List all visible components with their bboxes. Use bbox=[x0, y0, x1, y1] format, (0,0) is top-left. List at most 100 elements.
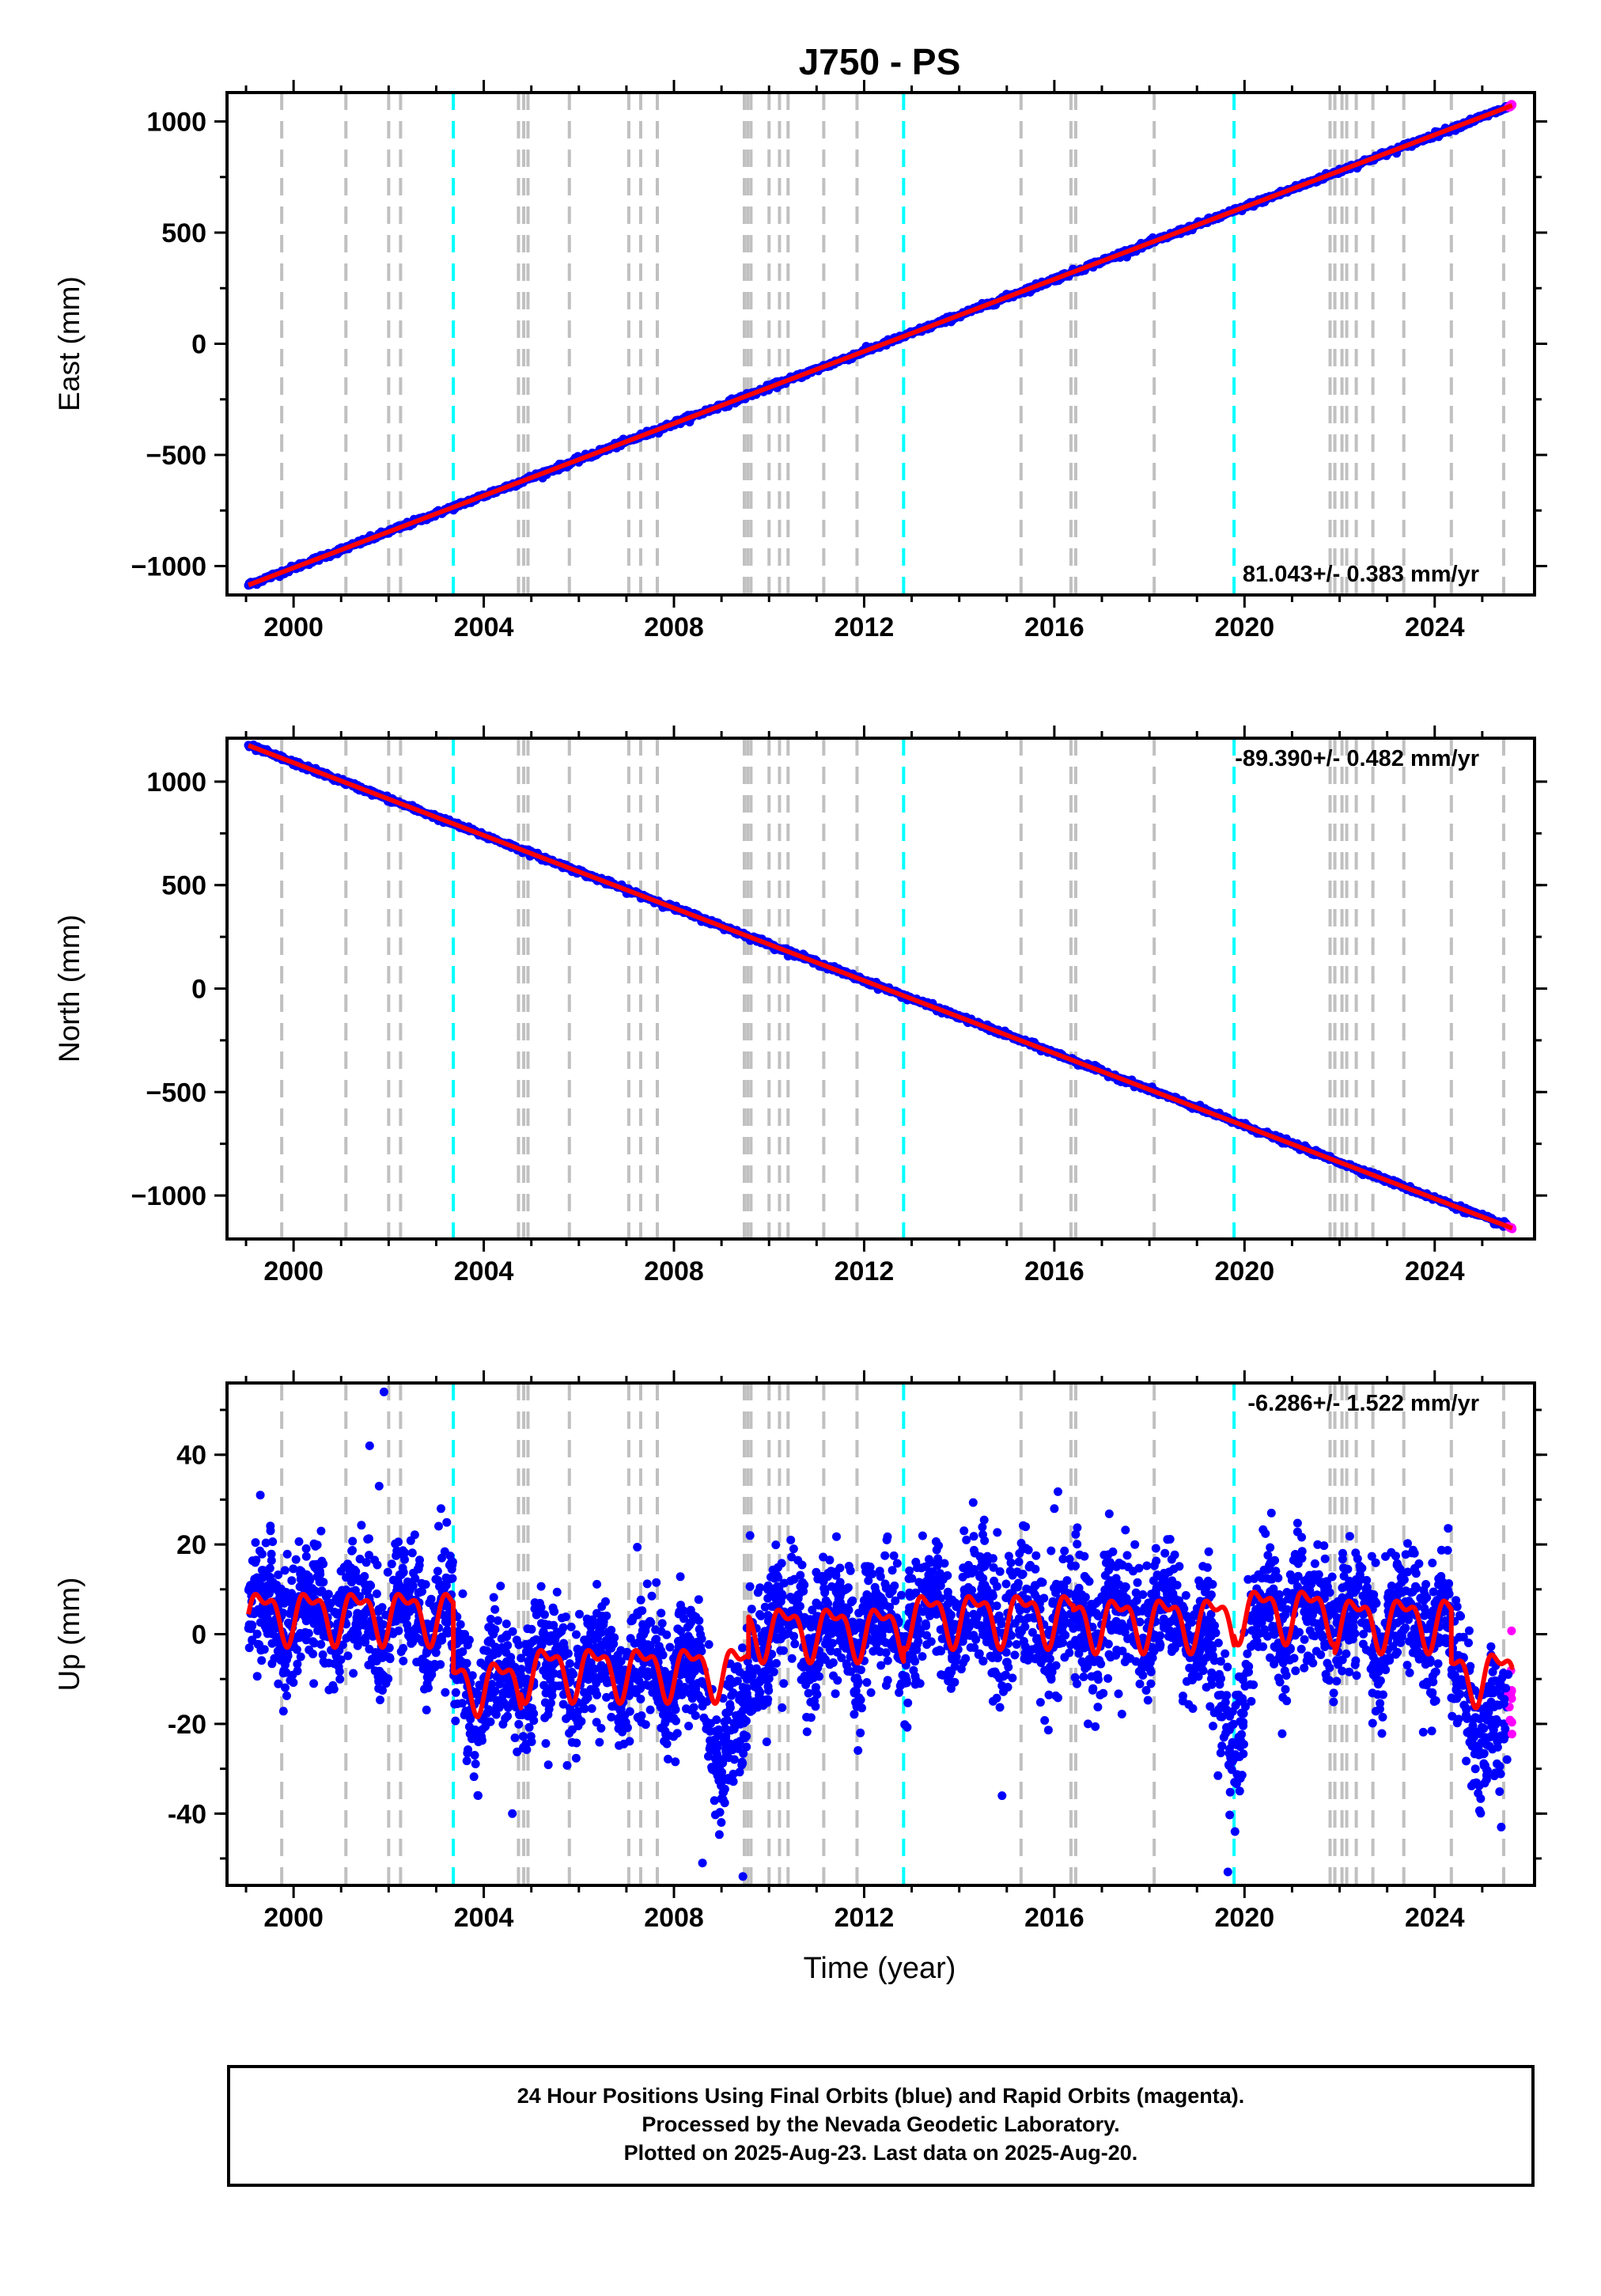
final-orbit-point bbox=[458, 1589, 467, 1598]
final-orbit-point bbox=[866, 1688, 876, 1697]
x-tick-label: 2008 bbox=[644, 612, 704, 642]
final-orbit-point bbox=[486, 1615, 495, 1623]
panel-frame bbox=[225, 737, 1536, 1241]
final-orbit-point bbox=[1160, 1548, 1170, 1558]
final-orbit-point bbox=[1058, 1555, 1068, 1563]
y-tick-label: −1000 bbox=[131, 551, 207, 582]
final-orbit-point bbox=[467, 1671, 477, 1680]
final-orbit-point bbox=[1368, 1718, 1377, 1728]
final-orbit-point bbox=[1428, 1559, 1437, 1567]
final-orbit-point bbox=[365, 1551, 373, 1560]
final-orbit-point bbox=[1308, 1610, 1317, 1620]
final-orbit-point bbox=[993, 1528, 1002, 1537]
final-orbit-point bbox=[537, 1619, 546, 1628]
final-orbit-point bbox=[469, 1772, 479, 1782]
final-orbit-point bbox=[257, 1656, 267, 1665]
final-orbit-point bbox=[293, 1659, 302, 1669]
final-orbit-point bbox=[978, 1656, 988, 1665]
x-tick-label: 2012 bbox=[835, 1256, 895, 1286]
final-orbit-point bbox=[969, 1545, 978, 1555]
x-tick-label: 2000 bbox=[263, 1256, 324, 1286]
final-orbit-point bbox=[343, 1651, 353, 1661]
north-panel: 2000 2004 2008 2012 2016 2020 2024−1000−500050… bbox=[53, 726, 1547, 1286]
final-orbit-point bbox=[353, 1574, 362, 1583]
final-orbit-point bbox=[745, 1582, 755, 1591]
final-orbit-point bbox=[1371, 1558, 1380, 1567]
final-orbit-point bbox=[527, 1624, 536, 1634]
final-orbit-point bbox=[1266, 1653, 1275, 1662]
final-orbit-point bbox=[850, 1710, 859, 1719]
final-orbit-point bbox=[549, 1620, 558, 1630]
final-orbit-point bbox=[1022, 1584, 1031, 1593]
figure-title: J750 - PS bbox=[799, 41, 961, 82]
final-orbit-point bbox=[914, 1578, 924, 1587]
y-tick-label: 500 bbox=[161, 871, 206, 901]
final-orbit-point bbox=[921, 1619, 930, 1628]
rapid-orbit-point bbox=[1507, 1626, 1516, 1635]
up-panel: 2000 2004 2008 2012 2016 2020 2024-40-2002040U… bbox=[53, 1370, 1547, 1933]
x-tick-label: 2004 bbox=[454, 1256, 514, 1286]
final-orbit-point bbox=[1427, 1726, 1436, 1736]
final-orbit-point bbox=[922, 1640, 932, 1650]
final-orbit-point bbox=[543, 1760, 553, 1770]
final-orbit-point bbox=[968, 1498, 978, 1507]
final-orbit-point bbox=[1142, 1561, 1152, 1570]
final-orbit-point bbox=[831, 1689, 840, 1699]
final-orbit-point bbox=[925, 1611, 934, 1620]
final-orbit-point bbox=[876, 1661, 886, 1670]
final-orbit-point bbox=[959, 1526, 969, 1536]
final-orbit-point bbox=[539, 1680, 549, 1690]
final-orbit-point bbox=[876, 1572, 885, 1582]
data-points bbox=[244, 1387, 1516, 1881]
final-orbit-point bbox=[1277, 1729, 1287, 1738]
x-tick-label: 2008 bbox=[644, 1256, 704, 1286]
final-orbit-point bbox=[1358, 1591, 1368, 1601]
final-orbit-point bbox=[441, 1688, 450, 1697]
rate-label: 81.043+/- 0.383 mm/yr bbox=[1243, 562, 1479, 587]
final-orbit-point bbox=[489, 1593, 498, 1602]
y-tick-label: 0 bbox=[191, 975, 206, 1005]
final-orbit-point bbox=[490, 1605, 500, 1614]
final-orbit-point bbox=[664, 1754, 672, 1764]
final-orbit-point bbox=[1021, 1522, 1031, 1532]
final-orbit-point bbox=[932, 1545, 941, 1555]
final-orbit-point bbox=[862, 1678, 872, 1687]
y-tick-label: −1000 bbox=[131, 1181, 207, 1211]
final-orbit-point bbox=[278, 1707, 288, 1716]
final-orbit-point bbox=[462, 1756, 471, 1766]
final-orbit-point bbox=[573, 1707, 583, 1716]
final-orbit-point bbox=[832, 1532, 841, 1541]
final-orbit-point bbox=[595, 1737, 604, 1747]
final-orbit-point bbox=[391, 1539, 400, 1548]
final-orbit-point bbox=[473, 1790, 483, 1800]
final-orbit-point bbox=[1433, 1659, 1443, 1669]
y-axis-label: North (mm) bbox=[53, 915, 85, 1063]
final-orbit-point bbox=[1225, 1787, 1235, 1797]
final-orbit-point bbox=[1071, 1529, 1081, 1539]
final-orbit-point bbox=[470, 1751, 479, 1760]
final-orbit-point bbox=[383, 1567, 392, 1577]
final-orbit-point bbox=[888, 1566, 897, 1575]
final-orbit-point bbox=[717, 1818, 726, 1827]
y-axis-label: East (mm) bbox=[53, 276, 85, 411]
final-orbit-point bbox=[287, 1576, 297, 1586]
y-tick-label: 500 bbox=[161, 218, 206, 248]
final-orbit-point bbox=[771, 1540, 781, 1550]
final-orbit-point bbox=[1470, 1764, 1480, 1774]
final-orbit-point bbox=[1001, 1579, 1011, 1589]
final-orbit-point bbox=[291, 1555, 301, 1564]
final-orbit-point bbox=[1367, 1552, 1376, 1561]
final-orbit-point bbox=[969, 1532, 978, 1541]
final-orbit-point bbox=[1028, 1627, 1037, 1637]
x-tick-label: 2000 bbox=[263, 612, 324, 642]
y-tick-label: −500 bbox=[146, 441, 206, 471]
final-orbit-point bbox=[1075, 1550, 1084, 1559]
final-orbit-point bbox=[940, 1559, 949, 1568]
final-orbit-point bbox=[979, 1515, 989, 1525]
final-orbit-point bbox=[892, 1559, 902, 1568]
final-orbit-point bbox=[778, 1703, 787, 1712]
final-orbit-point bbox=[496, 1582, 505, 1591]
final-orbit-point bbox=[891, 1596, 900, 1605]
east-panel: 2000 2004 2008 2012 2016 2020 2024−1000−500050… bbox=[53, 80, 1547, 642]
